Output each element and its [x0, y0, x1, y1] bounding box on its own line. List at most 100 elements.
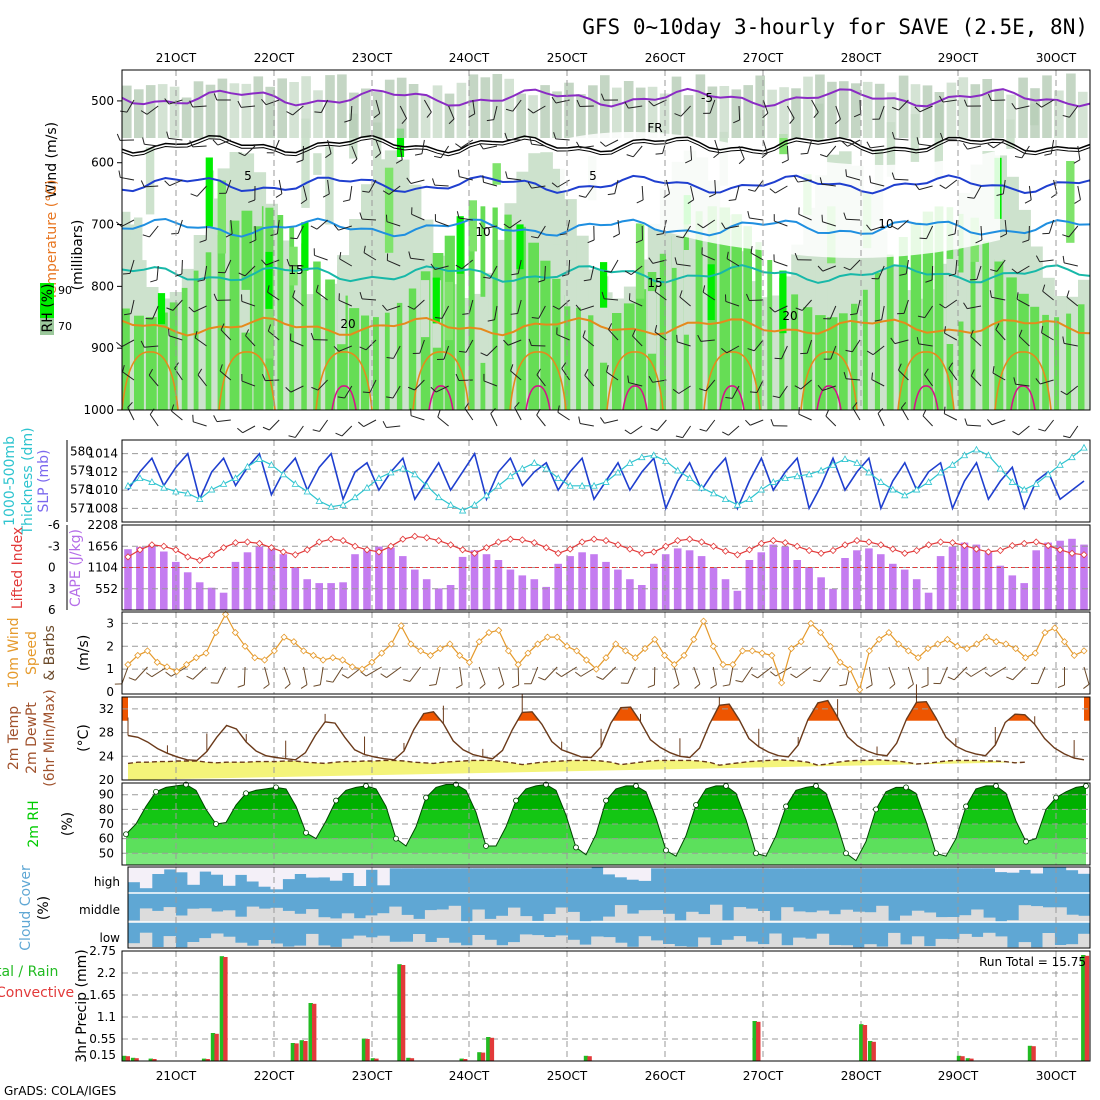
cape-bar: [912, 579, 921, 610]
rh-shade-patch: [265, 270, 274, 359]
lifted-index-marker: [733, 551, 742, 559]
wind-barb-flag: [537, 279, 545, 283]
wind-speed-marker: [582, 656, 591, 664]
wind-barb: [510, 370, 522, 381]
wind-barb-flag: [510, 364, 514, 372]
cape-bar: [136, 546, 144, 610]
cloud-gap: [389, 906, 402, 922]
precip-convective-bar: [1031, 1046, 1036, 1061]
wind-barb-flag: [312, 429, 320, 432]
wind-barb-flag: [800, 152, 808, 155]
wind-barb: [582, 336, 595, 347]
thickness-marker: [901, 491, 909, 499]
thickness-marker: [267, 460, 276, 468]
wind-barb-flag: [1013, 377, 1017, 385]
wind-barb: [945, 179, 958, 189]
wind-barb: [627, 666, 636, 684]
wind-barb-flag: [925, 279, 933, 283]
lifted-index-marker: [423, 534, 431, 542]
wind-speed-marker: [153, 658, 161, 666]
wind-barb-flag: [654, 284, 658, 292]
cloud-gap: [436, 867, 450, 869]
wind-barb-flag: [263, 683, 270, 689]
isotherm-30-loop: [622, 385, 648, 411]
cloud-gap: [139, 932, 153, 948]
wind-barb-flag: [435, 317, 443, 319]
wind-barb: [786, 105, 795, 119]
wind-barb-flag: [386, 356, 394, 359]
thickness-marker: [219, 480, 228, 487]
wind-barb-flag: [362, 391, 370, 394]
lifted-index-marker: [447, 541, 455, 549]
rh-shade-mid: [635, 289, 647, 410]
rh-shade-upper: [862, 81, 873, 138]
wind-barb: [822, 221, 836, 227]
wind-speed-marker: [699, 617, 708, 625]
cloud-gap: [686, 867, 699, 869]
wind-barb-flag: [582, 330, 586, 338]
wind-barb: [410, 415, 425, 421]
wind-barb: [316, 219, 328, 230]
wind-barb: [1041, 99, 1054, 108]
wind-barb: [918, 143, 933, 147]
lifted-index-marker: [506, 535, 514, 543]
lifted-index-marker: [124, 553, 132, 561]
lifted-index-tick: 0: [48, 561, 56, 575]
slp-tick: 1008: [87, 501, 118, 515]
cloud-gap: [555, 867, 568, 869]
wind-barb: [387, 260, 401, 267]
rh-shade-upper: [480, 77, 491, 138]
wind-barb-flag: [871, 372, 874, 380]
rh-marker: [153, 788, 159, 795]
cloud-gap: [543, 914, 557, 922]
wind-barb: [807, 139, 813, 154]
wind-barb: [144, 345, 159, 348]
rh-clear-region: [560, 132, 1000, 258]
wind-barb-flag: [899, 273, 907, 276]
precip-rain-label: tal / Rain: [0, 964, 58, 980]
wind-barb: [967, 145, 982, 150]
rh-shade-mid: [671, 236, 677, 410]
wind-barb-flag: [648, 257, 654, 264]
thickness-marker: [1020, 485, 1028, 493]
precip-convective-bar: [587, 1056, 592, 1061]
rh-shade-upper: [707, 86, 718, 138]
rh-shade-mid: [456, 221, 465, 410]
wind-barb: [953, 666, 968, 681]
wind-barb-flag: [333, 224, 339, 231]
wind-barb-flag: [432, 178, 436, 186]
lifted-index-marker: [1080, 551, 1088, 559]
wind-barb: [327, 179, 330, 194]
bottom-date-label: 25OCT: [547, 1069, 588, 1083]
wind-tick: 0: [106, 685, 114, 699]
wind-speed-marker: [807, 619, 815, 627]
cloud-gap: [816, 867, 830, 869]
rh-shade-mid: [1006, 277, 1017, 410]
rh-shade-upper: [576, 94, 586, 138]
precip-rain-bar: [308, 1003, 313, 1061]
wind-barb-flag: [414, 153, 423, 156]
rh-shade-mid: [743, 226, 752, 410]
wind-barb-flag: [429, 684, 437, 687]
lifted-index-tick: 3: [48, 582, 56, 596]
isotherm-label: 10: [475, 225, 490, 239]
cape-bar: [805, 567, 813, 610]
precip-convective-bar: [125, 1056, 130, 1061]
rh-shade-upper: [492, 74, 503, 138]
bottom-date-label: 23OCT: [352, 1069, 393, 1083]
rh-tick: 80: [99, 802, 114, 816]
cloud-gap: [519, 916, 533, 922]
lifted-index-marker: [781, 539, 789, 547]
wind-barb: [1039, 259, 1054, 263]
wind-barb: [216, 419, 231, 423]
lifted-index-marker: [231, 539, 240, 547]
wind-barb: [654, 291, 667, 301]
rh-shade-patch: [373, 122, 382, 176]
wind-barb-flag: [914, 183, 920, 190]
cloud-gap: [864, 912, 877, 922]
wind-barb: [682, 425, 692, 438]
rh-shade-upper: [504, 78, 514, 138]
lifted-index-marker: [948, 539, 957, 547]
wind-barb: [316, 291, 328, 301]
